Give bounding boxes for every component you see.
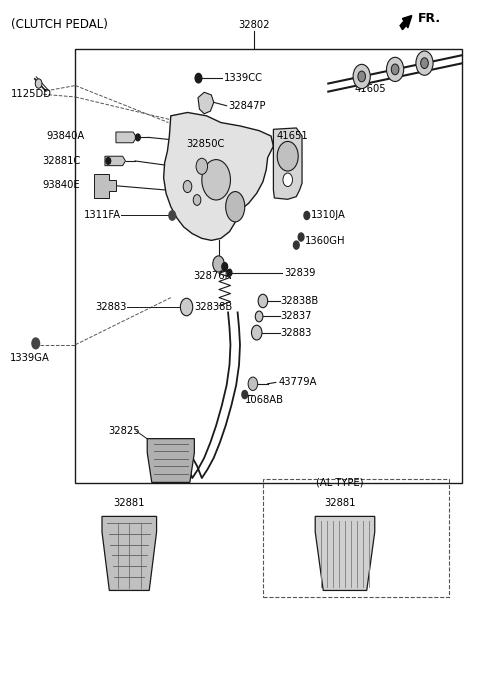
Circle shape — [193, 195, 201, 206]
Circle shape — [298, 233, 304, 241]
Circle shape — [255, 311, 263, 322]
Polygon shape — [198, 92, 214, 114]
Polygon shape — [164, 112, 274, 241]
Text: 32847P: 32847P — [228, 101, 265, 111]
Ellipse shape — [202, 160, 230, 200]
Text: (AL TYPE): (AL TYPE) — [316, 477, 364, 487]
Text: 1310JA: 1310JA — [311, 210, 346, 220]
Polygon shape — [315, 516, 375, 590]
Circle shape — [358, 71, 365, 82]
Circle shape — [35, 79, 42, 89]
Ellipse shape — [226, 191, 245, 222]
Text: 32802: 32802 — [239, 20, 270, 30]
Text: 32881C: 32881C — [42, 156, 81, 166]
Circle shape — [106, 158, 111, 164]
Text: 32881: 32881 — [114, 498, 145, 508]
Text: 43779A: 43779A — [278, 377, 317, 387]
Text: 1125DD: 1125DD — [11, 89, 51, 99]
Text: 32883: 32883 — [96, 302, 127, 312]
Polygon shape — [102, 516, 156, 590]
Circle shape — [258, 294, 268, 308]
Text: 1339GA: 1339GA — [10, 353, 50, 363]
Circle shape — [213, 256, 224, 272]
Text: 32883: 32883 — [281, 328, 312, 337]
Circle shape — [304, 212, 310, 220]
Circle shape — [248, 377, 258, 391]
Bar — [263, 479, 449, 597]
Text: 32838B: 32838B — [194, 302, 232, 312]
Text: 32825: 32825 — [108, 426, 140, 436]
FancyArrow shape — [400, 16, 412, 30]
Text: 1339CC: 1339CC — [224, 73, 263, 83]
Circle shape — [183, 180, 192, 193]
Circle shape — [196, 158, 207, 174]
Text: FR.: FR. — [418, 11, 441, 25]
Text: 1311FA: 1311FA — [84, 210, 120, 220]
Circle shape — [242, 391, 248, 399]
Circle shape — [169, 211, 176, 220]
Text: 1068AB: 1068AB — [245, 395, 284, 405]
Circle shape — [416, 51, 433, 75]
Text: 93840E: 93840E — [43, 180, 80, 189]
Polygon shape — [116, 132, 136, 143]
Circle shape — [180, 298, 193, 316]
Text: 32838B: 32838B — [281, 296, 319, 306]
Text: 32837: 32837 — [281, 312, 312, 322]
Polygon shape — [147, 439, 194, 483]
Text: 1360GH: 1360GH — [305, 236, 346, 246]
Text: 32839: 32839 — [284, 268, 315, 278]
Text: 32876R: 32876R — [193, 270, 232, 281]
Circle shape — [420, 57, 428, 68]
Polygon shape — [95, 174, 116, 198]
Text: 41651: 41651 — [276, 131, 308, 141]
Circle shape — [32, 338, 39, 349]
Circle shape — [252, 325, 262, 340]
Circle shape — [222, 262, 228, 270]
Circle shape — [353, 64, 370, 89]
Text: 93840A: 93840A — [46, 131, 84, 141]
Circle shape — [277, 141, 298, 171]
Circle shape — [293, 241, 299, 249]
Circle shape — [195, 74, 202, 83]
Text: 32881: 32881 — [324, 498, 356, 508]
Text: (CLUTCH PEDAL): (CLUTCH PEDAL) — [11, 18, 108, 30]
Circle shape — [135, 134, 140, 141]
Circle shape — [386, 57, 404, 82]
Circle shape — [227, 269, 232, 276]
Bar — [75, 49, 462, 483]
Circle shape — [391, 64, 399, 75]
Text: 32850C: 32850C — [187, 139, 225, 149]
Circle shape — [283, 173, 292, 187]
Polygon shape — [105, 156, 125, 166]
Polygon shape — [274, 128, 302, 199]
Text: 41605: 41605 — [355, 84, 386, 94]
